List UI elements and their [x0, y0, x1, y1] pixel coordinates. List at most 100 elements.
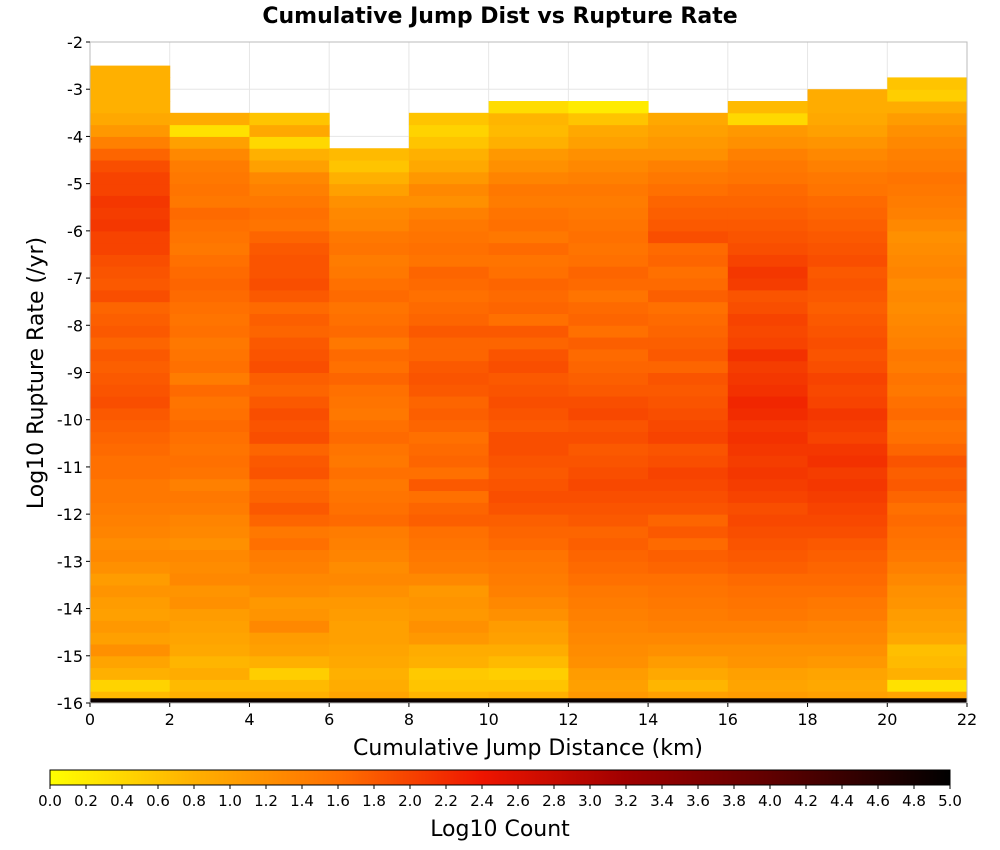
heatmap-cell — [90, 289, 171, 303]
heatmap-cell — [727, 655, 809, 669]
heatmap-cell — [169, 360, 250, 373]
heatmap-cell — [568, 278, 649, 291]
heatmap-cell — [90, 160, 171, 173]
heatmap-cell — [648, 490, 729, 503]
heatmap-cell — [249, 466, 330, 480]
x-tick-label: 6 — [324, 710, 334, 729]
y-tick-label: -6 — [67, 222, 83, 241]
heatmap-cell — [488, 632, 569, 645]
colorbar-tick-label: 0.6 — [146, 792, 170, 810]
heatmap-cell — [329, 573, 410, 586]
heatmap-cell — [408, 278, 490, 291]
heatmap-cell — [249, 490, 330, 503]
heatmap-cell — [887, 691, 968, 699]
heatmap-cell — [90, 396, 171, 409]
colorbar-tick-label: 4.2 — [794, 792, 818, 810]
colorbar-tick-label: 4.6 — [866, 792, 890, 810]
heatmap-cell — [568, 337, 649, 350]
heatmap-cell — [169, 254, 250, 267]
heatmap-cell — [807, 407, 888, 421]
heatmap-cell — [249, 372, 330, 385]
heatmap-cell — [648, 561, 729, 574]
heatmap-cell — [169, 691, 250, 699]
heatmap-cell — [887, 254, 968, 267]
heatmap-cell — [169, 561, 250, 574]
heatmap-cell — [568, 171, 649, 185]
heatmap-cell — [408, 219, 490, 232]
heatmap-cell — [887, 171, 968, 185]
heatmap-cell — [887, 124, 968, 137]
heatmap-cell — [329, 667, 410, 680]
heatmap-cell — [727, 101, 809, 114]
heatmap-cell — [90, 549, 171, 562]
heatmap-cell — [488, 407, 569, 421]
heatmap-cell — [408, 242, 490, 255]
heatmap-cell — [887, 396, 968, 409]
heatmap-cell — [807, 148, 888, 161]
heatmap-cell — [329, 478, 410, 492]
heatmap-cell — [887, 655, 968, 669]
heatmap-cell — [90, 632, 171, 645]
heatmap-cell — [169, 195, 250, 208]
heatmap-cell — [408, 148, 490, 161]
heatmap-cell — [488, 396, 569, 409]
heatmap-cell — [90, 679, 171, 692]
heatmap-cell — [727, 466, 809, 480]
heatmap-cell — [169, 608, 250, 621]
heatmap-cell — [249, 396, 330, 409]
heatmap-cell — [169, 289, 250, 303]
heatmap-cell — [169, 632, 250, 645]
heatmap-cell — [408, 667, 490, 680]
heatmap-cell — [90, 407, 171, 421]
heatmap-cell — [568, 230, 649, 244]
heatmap-cell — [90, 655, 171, 669]
heatmap-cell — [169, 643, 250, 657]
heatmap-cell — [169, 443, 250, 456]
heatmap-cell — [488, 561, 569, 574]
heatmap-cell — [807, 219, 888, 232]
heatmap-cell — [488, 171, 569, 185]
heatmap-cell — [807, 254, 888, 267]
heatmap-cell — [568, 207, 649, 220]
heatmap-cell — [887, 207, 968, 220]
heatmap-cell — [249, 242, 330, 255]
heatmap-cell — [408, 348, 490, 362]
heatmap-cell — [727, 207, 809, 220]
heatmap-cell — [807, 514, 888, 527]
heatmap-cell — [488, 230, 569, 244]
colorbar-tick-label: 3.8 — [722, 792, 746, 810]
y-tick-label: -2 — [67, 33, 83, 52]
heatmap-cell — [648, 266, 729, 279]
colorbar-tick-label: 2.4 — [470, 792, 494, 810]
heatmap-cell — [488, 466, 569, 480]
heatmap-cell — [169, 655, 250, 669]
heatmap-cell — [568, 301, 649, 314]
heatmap-cell — [568, 655, 649, 669]
heatmap-cell — [568, 112, 649, 126]
heatmap-cell — [727, 124, 809, 137]
heatmap-cell — [90, 136, 171, 149]
heatmap-cell — [329, 195, 410, 208]
heatmap-cell — [488, 195, 569, 208]
heatmap-cell — [329, 407, 410, 421]
heatmap-cell — [249, 620, 330, 633]
heatmap-cell — [887, 101, 968, 114]
x-axis-ticks: 0 2 4 6 8 10 12 14 16 18 20 22 — [85, 703, 977, 729]
heatmap-cell — [169, 549, 250, 562]
heatmap-cell — [488, 549, 569, 562]
heatmap-cell — [249, 407, 330, 421]
colorbar-tick-label: 3.2 — [614, 792, 638, 810]
heatmap-cell — [488, 514, 569, 527]
heatmap-cell — [807, 655, 888, 669]
heatmap-cell — [169, 112, 250, 126]
heatmap-cell — [329, 502, 410, 515]
heatmap-cell — [568, 608, 649, 621]
heatmap-cell — [807, 490, 888, 503]
heatmap-cell — [249, 313, 330, 326]
heatmap-cell — [807, 360, 888, 373]
heatmap-cell — [568, 502, 649, 515]
heatmap-cell — [807, 620, 888, 633]
heatmap-cell — [807, 502, 888, 515]
heatmap-cell — [727, 337, 809, 350]
